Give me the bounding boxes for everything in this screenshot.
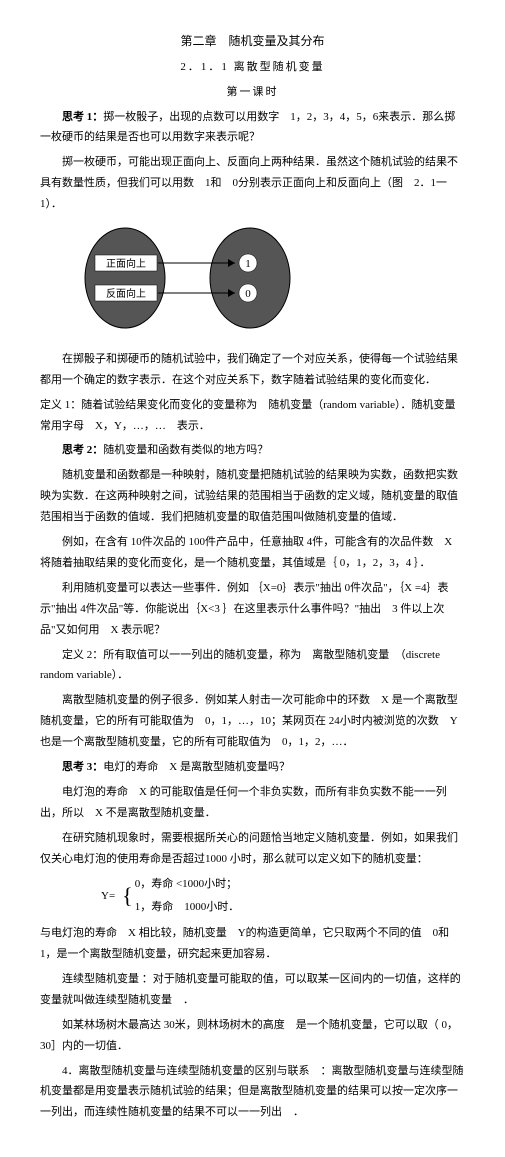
y-equals: Y= bbox=[100, 873, 121, 919]
formula-line-1: 0，寿命 <1000小时； bbox=[134, 873, 241, 896]
paragraph-1: 掷一枚硬币，可能出现正面向上、反面向上两种结果．虽然这个随机试验的结果不具有数量… bbox=[40, 152, 465, 215]
think-1-text: 掷一枚骰子，出现的点数可以用数字 1，2，3，4，5，6来表示．那么掷一枚硬币的… bbox=[40, 111, 455, 144]
paragraph-10: 连续型随机变量 ：对于随机变量可能取的值，可以取某一区间内的一切值，这样的变量就… bbox=[40, 969, 465, 1011]
value-0: 0 bbox=[245, 288, 251, 300]
paragraph-9: 与电灯泡的寿命 X 相比较，随机变量 Y的构造更简单，它只取两个不同的值 0和 … bbox=[40, 923, 465, 965]
think-1-label: 思考 1： bbox=[62, 111, 103, 123]
paragraph-6: 离散型随机变量的例子很多．例如某人射击一次可能命中的环数 X 是一个离散型随机变… bbox=[40, 690, 465, 753]
paragraph-3: 随机变量和函数都是一种映射，随机变量把随机试验的结果映为实数，函数把实数映为实数… bbox=[40, 465, 465, 528]
label-back: 反面向上 bbox=[106, 287, 146, 300]
think-2-label: 思考 2： bbox=[62, 444, 103, 456]
think-3: 思考 3：电灯的寿命 X 是离散型随机变量吗？ bbox=[40, 757, 465, 778]
think-3-label: 思考 3： bbox=[62, 761, 103, 773]
think-2-text: 随机变量和函数有类似的地方吗？ bbox=[103, 444, 268, 456]
paragraph-11: 如某林场树木最高达 30米，则林场树木的高度 是一个随机变量，它可以取（ 0，3… bbox=[40, 1015, 465, 1057]
think-2: 思考 2：随机变量和函数有类似的地方吗？ bbox=[40, 440, 465, 461]
paragraph-8: 在研究随机现象时，需要根据所关心的问题恰当地定义随机变量．例如，如果我们仅关心电… bbox=[40, 828, 465, 870]
value-1: 1 bbox=[245, 258, 251, 270]
think-1: 思考 1：掷一枚骰子，出现的点数可以用数字 1，2，3，4，5，6来表示．那么掷… bbox=[40, 107, 465, 149]
formula-line-2: 1，寿命 1000小时． bbox=[134, 896, 241, 919]
section-title: 2．1．1 离散型随机变量 bbox=[40, 57, 465, 78]
definition-2: 定义 2：所有取值可以一一列出的随机变量，称为 离散型随机变量 （discret… bbox=[40, 645, 465, 687]
definition-1: 定义 1：随着试验结果变化而变化的变量称为 随机变量（random variab… bbox=[40, 395, 465, 437]
paragraph-12: 4．离散型随机变量与连续型随机变量的区别与联系 ：离散型随机变量与连续型随机变量… bbox=[40, 1061, 465, 1124]
chapter-title: 第二章 随机变量及其分布 bbox=[40, 30, 465, 53]
label-front: 正面向上 bbox=[106, 257, 146, 270]
think-3-text: 电灯的寿命 X 是离散型随机变量吗？ bbox=[103, 761, 290, 773]
paragraph-5: 利用随机变量可以表达一些事件．例如 ｛X=0｝表示"抽出 0件次品"，｛X =4… bbox=[40, 578, 465, 641]
paragraph-7: 电灯泡的寿命 X 的可能取值是任何一个非负实数，而所有非负实数不能一一列出，所以… bbox=[40, 782, 465, 824]
formula-y: Y= { 0，寿命 <1000小时； 1，寿命 1000小时． bbox=[100, 873, 465, 919]
coin-mapping-figure: 正面向上 反面向上 1 0 bbox=[80, 223, 465, 341]
paragraph-4: 例如，在含有 10件次品的 100件产品中，任意抽取 4件，可能含有的次品件数 … bbox=[40, 532, 465, 574]
paragraph-2: 在掷骰子和掷硬币的随机试验中，我们确定了一个对应关系，使得每一个试验结果都用一个… bbox=[40, 349, 465, 391]
lesson-title: 第一课时 bbox=[40, 82, 465, 103]
